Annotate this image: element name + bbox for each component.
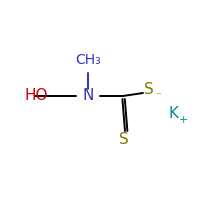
Text: ⁻: ⁻ [155, 91, 161, 101]
Text: K: K [168, 106, 178, 121]
Text: HO: HO [24, 88, 48, 104]
Text: N: N [82, 88, 94, 104]
Text: CH₃: CH₃ [75, 53, 101, 67]
Text: S: S [119, 132, 129, 148]
Text: +: + [179, 115, 188, 125]
Text: S: S [144, 82, 154, 97]
